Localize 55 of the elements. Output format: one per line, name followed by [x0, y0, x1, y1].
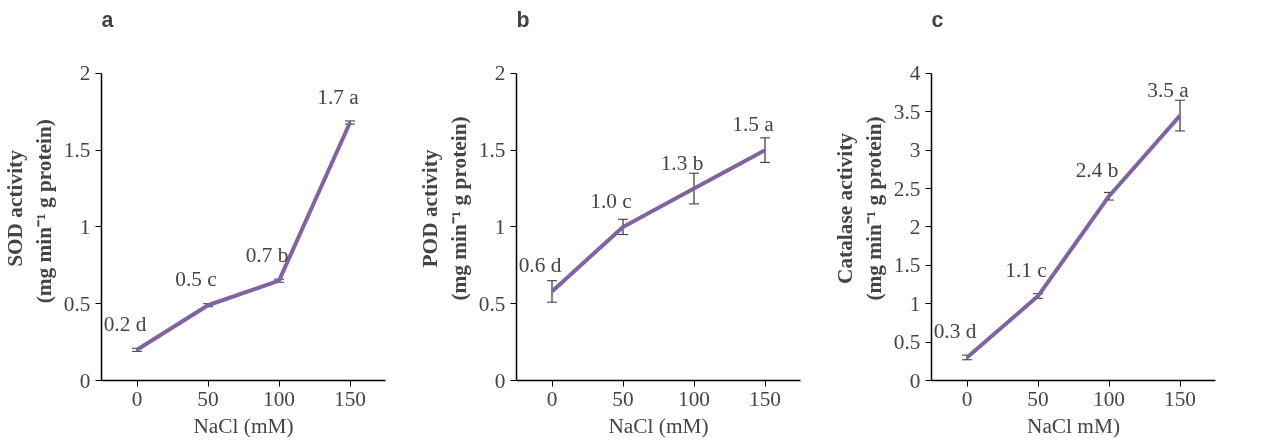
line-series: [550, 148, 767, 294]
x-tick-label: 100: [1093, 386, 1125, 411]
data-label: 0.3 d: [933, 319, 977, 344]
y-tick-label: 1: [909, 291, 921, 316]
y-tick-label: 0: [909, 368, 921, 393]
y-tick-label: 1.5: [478, 138, 506, 163]
x-tick-label: 100: [263, 386, 295, 411]
y-tick-label: 3.5: [893, 99, 921, 124]
y-tick-label: 1.5: [63, 138, 91, 163]
y-tick-label: 1: [79, 214, 91, 239]
line-series: [965, 113, 1182, 360]
chart-title: c: [931, 7, 944, 32]
y-tick-label: 0: [494, 368, 506, 393]
data-label: 2.4 b: [1075, 158, 1119, 183]
x-tick-label: 0: [131, 386, 143, 411]
y-tick-label: 0: [79, 368, 91, 393]
chart-title: a: [101, 7, 114, 32]
y-axis-title: POD activity (mg min⁻¹ g protein): [418, 116, 471, 301]
data-label: 3.5 a: [1147, 77, 1190, 102]
x-tick-label: 150: [1164, 386, 1196, 411]
y-tick-label: 4: [909, 61, 921, 86]
x-tick-label: 50: [612, 386, 634, 411]
data-label: 0.6 d: [518, 253, 562, 278]
y-tick-label: 0.5: [478, 291, 506, 316]
y-tick-label: 0.5: [893, 330, 921, 355]
y-tick-label: 1.5: [893, 253, 921, 278]
y-axis-title: SOD activity (mg min⁻¹ g protein): [3, 119, 56, 304]
x-axis-title: NaCl (mM): [193, 413, 294, 438]
x-axis-title: NaCl mM): [1027, 413, 1121, 438]
data-label: 1.1 c: [1005, 258, 1047, 283]
data-label: 0.2 d: [103, 311, 147, 336]
data-label: 1.7 a: [317, 84, 360, 109]
line-series: [135, 120, 352, 352]
y-tick-label: 2: [494, 61, 506, 86]
data-label: 0.7 b: [245, 242, 289, 267]
data-label: 1.3 b: [660, 150, 704, 175]
y-tick-label: 0.5: [63, 291, 91, 316]
y-tick-label: 2: [79, 61, 91, 86]
data-label: 0.5 c: [175, 267, 217, 292]
y-tick-label: 3: [909, 138, 921, 163]
x-tick-label: 150: [749, 386, 781, 411]
x-tick-label: 0: [961, 386, 973, 411]
data-label: 1.5 a: [732, 112, 775, 137]
x-tick-label: 50: [1027, 386, 1049, 411]
y-axis-title: Catalase activity (mg min⁻¹ g protein): [833, 116, 886, 301]
chart-title: b: [516, 7, 530, 32]
y-tick-label: 2.5: [893, 176, 921, 201]
x-tick-label: 150: [334, 386, 366, 411]
x-tick-label: 100: [678, 386, 710, 411]
y-tick-label: 2: [909, 214, 921, 239]
y-tick-label: 1: [494, 214, 506, 239]
data-label: 1.0 c: [590, 188, 632, 213]
x-axis-title: NaCl (mM): [608, 413, 709, 438]
x-tick-label: 0: [546, 386, 558, 411]
x-tick-label: 50: [197, 386, 219, 411]
